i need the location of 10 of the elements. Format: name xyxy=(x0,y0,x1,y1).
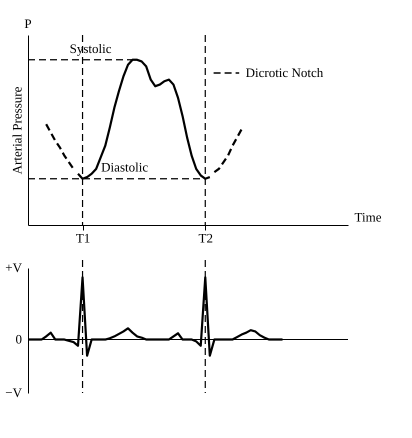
text: 0 xyxy=(16,332,22,347)
ref-line-label: Diastolic xyxy=(101,160,148,175)
x-tick-label: T1 xyxy=(76,230,90,246)
annotation: Dicrotic Notch xyxy=(246,65,324,80)
x-axis-title: Time xyxy=(354,210,382,224)
text: +V xyxy=(5,260,23,275)
y-axis-title: Arterial Pressure xyxy=(10,86,24,174)
x-tick-label: T2 xyxy=(198,230,213,246)
text: P xyxy=(24,16,32,31)
text: −V xyxy=(5,385,23,400)
